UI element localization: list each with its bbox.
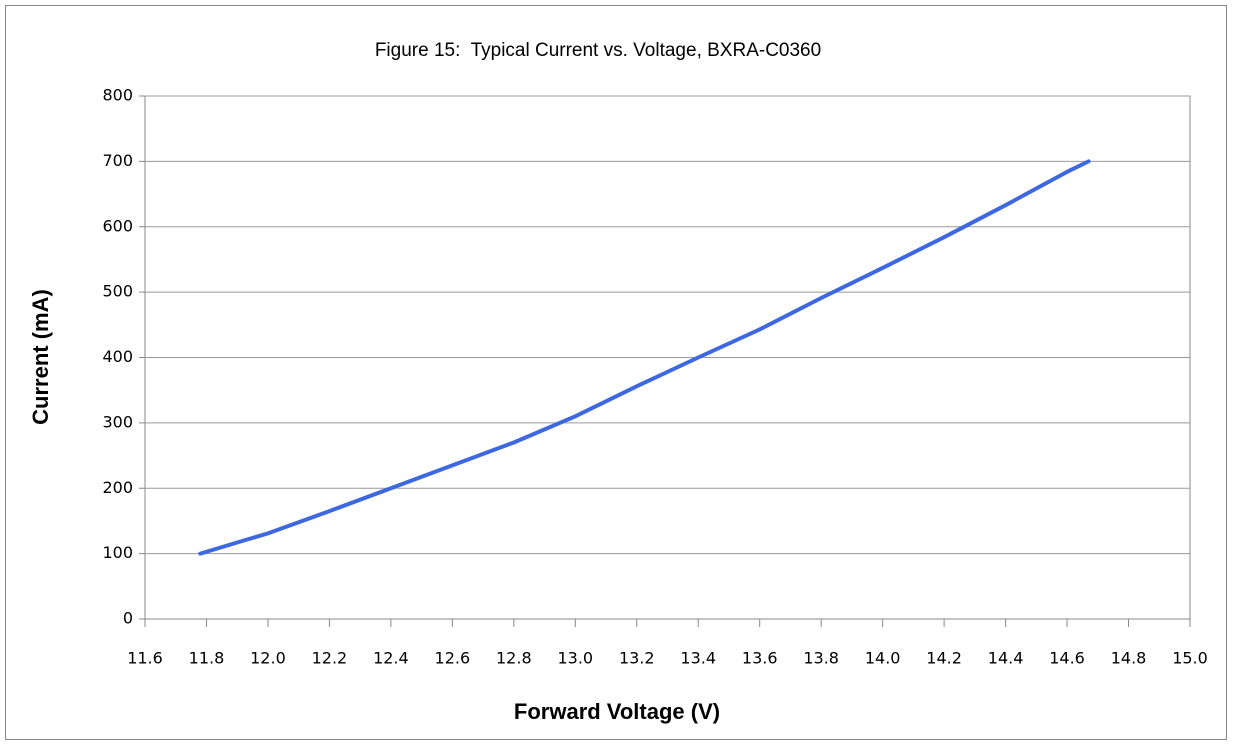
- x-tick-label: 14.6: [1049, 649, 1085, 668]
- y-tick-label: 100: [102, 543, 133, 562]
- x-tick-label: 11.6: [127, 649, 163, 668]
- x-axis-label: Forward Voltage (V): [514, 699, 720, 724]
- chart-title: Figure 15: Typical Current vs. Voltage, …: [375, 40, 821, 61]
- x-tick-label: 12.8: [496, 649, 532, 668]
- x-tick-label: 13.0: [557, 649, 593, 668]
- x-tick-label: 14.8: [1111, 649, 1147, 668]
- y-tick-label: 0: [123, 609, 133, 628]
- y-tick-label: 200: [102, 478, 133, 497]
- x-tick-label: 14.0: [865, 649, 901, 668]
- x-tick-label: 12.4: [373, 649, 409, 668]
- y-tick-label: 800: [102, 86, 133, 105]
- data-line: [198, 159, 1091, 556]
- x-tick-label: 12.0: [250, 649, 286, 668]
- y-tick-label: 700: [102, 151, 133, 170]
- y-tick-label: 500: [102, 282, 133, 301]
- x-tick-label: 13.2: [619, 649, 655, 668]
- x-tick-label: 12.6: [435, 649, 471, 668]
- y-tick-label: 600: [102, 216, 133, 235]
- x-tick-label: 14.4: [988, 649, 1024, 668]
- x-tick-label: 11.8: [189, 649, 225, 668]
- x-tick-label: 13.6: [742, 649, 778, 668]
- x-tick-label: 13.4: [680, 649, 716, 668]
- x-tick-label: 15.0: [1172, 649, 1208, 668]
- x-tick-label: 14.2: [926, 649, 962, 668]
- x-tick-label: 13.8: [803, 649, 839, 668]
- x-tick-label: 12.2: [312, 649, 348, 668]
- y-axis-label: Current (mA): [28, 289, 53, 425]
- y-tick-label: 300: [102, 412, 133, 431]
- y-tick-label: 400: [102, 347, 133, 366]
